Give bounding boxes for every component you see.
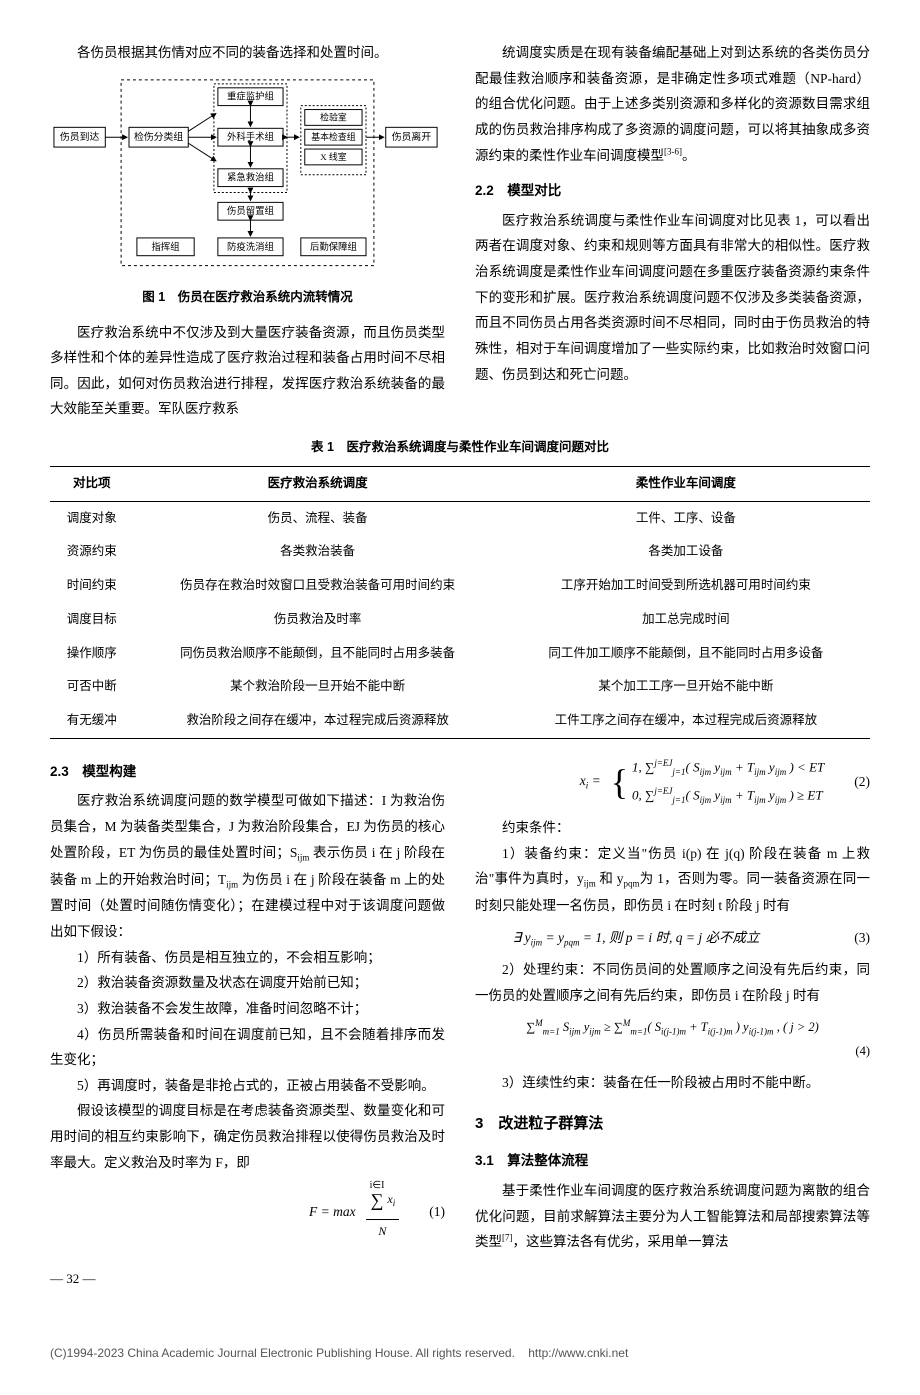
table-cell: 伤员存在救治时效窗口且受救治装备可用时间约束	[134, 569, 502, 603]
svg-text:检伤分类组: 检伤分类组	[134, 130, 183, 143]
table-cell: 工序开始加工时间受到所选机器可用时间约束	[502, 569, 870, 603]
table-row: 资源约束各类救治装备各类加工设备	[50, 535, 870, 569]
s23-para2: 假设该模型的调度目标是在考虑装备资源类型、数量变化和可用时间的相互约束影响下，确…	[50, 1098, 445, 1175]
section-2-2-title: 2.2 模型对比	[475, 178, 870, 204]
table-cell: 救治阶段之间存在缓冲，本过程完成后资源释放	[134, 704, 502, 738]
constraint-2: 2）处理约束：不同伤员间的处置顺序之间没有先后约束，同一伤员的处置顺序之间有先后…	[475, 957, 870, 1008]
table-cell: 调度目标	[50, 603, 134, 637]
svg-text:紧急救治组: 紧急救治组	[227, 171, 274, 183]
table-header: 对比项	[50, 466, 134, 501]
svg-text:伤员留置组: 伤员留置组	[227, 205, 274, 217]
svg-text:检验室: 检验室	[320, 111, 347, 122]
assumption-item: 1）所有装备、伤员是相互独立的，不会相互影响；	[50, 945, 445, 971]
s23-para1: 医疗救治系统调度问题的数学模型可做如下描述：I 为救治伤员集合，M 为装备类型集…	[50, 788, 445, 944]
right-column: 统调度实质是在现有装备编配基础上对到达系统的各类伤员分配最佳救治顺序和装备资源，…	[475, 40, 870, 422]
left-column: 各伤员根据其伤情对应不同的装备选择和处置时间。 伤员到达 检伤分类组	[50, 40, 445, 422]
right-para: 统调度实质是在现有装备编配基础上对到达系统的各类伤员分配最佳救治顺序和装备资源，…	[475, 40, 870, 168]
table-cell: 某个加工工序一旦开始不能中断	[502, 670, 870, 704]
table-cell: 各类救治装备	[134, 535, 502, 569]
assumption-item: 3）救治装备不会发生故障，准备时间忽略不计；	[50, 996, 445, 1022]
assumption-item: 4）伤员所需装备和时间在调度前已知，且不会随着排序而发生变化；	[50, 1022, 445, 1073]
table-cell: 同工件加工顺序不能颠倒，且不能同时占用多设备	[502, 637, 870, 671]
footer-text: (C)1994-2023 China Academic Journal Elec…	[50, 1346, 515, 1360]
table-cell: 各类加工设备	[502, 535, 870, 569]
constraint-1: 1）装备约束：定义当"伤员 i(p) 在 j(q) 阶段在装备 m 上救治"事件…	[475, 841, 870, 919]
table-cell: 伤员、流程、装备	[134, 501, 502, 535]
svg-text:防疫洗消组: 防疫洗消组	[227, 240, 274, 252]
bottom-left: 2.3 模型构建 医疗救治系统调度问题的数学模型可做如下描述：I 为救治伤员集合…	[50, 749, 445, 1292]
svg-text:伤员到达: 伤员到达	[60, 130, 100, 143]
assumption-item: 2）救治装备资源数量及状态在调度开始前已知；	[50, 970, 445, 996]
equation-4: ∑Mm=1 Sijm yijm ≥ ∑Mm=1( Si(j-1)m + Ti(j…	[475, 1015, 870, 1065]
comparison-table: 对比项 医疗救治系统调度 柔性作业车间调度 调度对象伤员、流程、装备工件、工序、…	[50, 466, 870, 739]
bottom-right: xi = { 1, ∑j=EJj=1( Sijm yijm + Tijm yij…	[475, 749, 870, 1292]
table-header-row: 对比项 医疗救治系统调度 柔性作业车间调度	[50, 466, 870, 501]
table-row: 时间约束伤员存在救治时效窗口且受救治装备可用时间约束工序开始加工时间受到所选机器…	[50, 569, 870, 603]
table-row: 调度对象伤员、流程、装备工件、工序、设备	[50, 501, 870, 535]
table-header: 柔性作业车间调度	[502, 466, 870, 501]
page-number: — 32 —	[50, 1267, 445, 1292]
section-3-1-title: 3.1 算法整体流程	[475, 1148, 870, 1174]
table-1-caption: 表 1 医疗救治系统调度与柔性作业车间调度问题对比	[50, 436, 870, 460]
page-footer: (C)1994-2023 China Academic Journal Elec…	[50, 1342, 870, 1365]
section-3-1-para: 基于柔性作业车间调度的医疗救治系统调度问题为离散的组合优化问题，目前求解算法主要…	[475, 1178, 870, 1255]
section-2-3-title: 2.3 模型构建	[50, 759, 445, 785]
section-2-2-para: 医疗救治系统调度与柔性作业车间调度对比见表 1，可以看出两者在调度对象、约束和规…	[475, 208, 870, 387]
table-cell: 操作顺序	[50, 637, 134, 671]
footer-link[interactable]: http://www.cnki.net	[528, 1346, 628, 1360]
table-cell: 资源约束	[50, 535, 134, 569]
svg-text:外科手术组: 外科手术组	[227, 131, 274, 143]
table-row: 调度目标伤员救治及时率加工总完成时间	[50, 603, 870, 637]
table-1: 表 1 医疗救治系统调度与柔性作业车间调度问题对比 对比项 医疗救治系统调度 柔…	[50, 436, 870, 739]
svg-text:后勤保障组: 后勤保障组	[310, 240, 357, 252]
svg-text:伤员离开: 伤员离开	[392, 130, 432, 143]
svg-text:基本检查组: 基本检查组	[311, 131, 355, 142]
equation-3: ∃ yijm = ypqm = 1, 则 p = i 时, q = j 必不成立…	[475, 925, 870, 952]
table-cell: 有无缓冲	[50, 704, 134, 738]
table-row: 有无缓冲救治阶段之间存在缓冲，本过程完成后资源释放工件工序之间存在缓冲，本过程完…	[50, 704, 870, 738]
flowchart-svg: 伤员到达 检伤分类组 重症监护组 外科手术组	[50, 74, 445, 272]
table-cell: 工件工序之间存在缓冲，本过程完成后资源释放	[502, 704, 870, 738]
equation-1: F = max i∈I∑ xi N (1)	[50, 1181, 445, 1243]
bottom-columns: 2.3 模型构建 医疗救治系统调度问题的数学模型可做如下描述：I 为救治伤员集合…	[50, 749, 870, 1292]
table-cell: 伤员救治及时率	[134, 603, 502, 637]
top-columns: 各伤员根据其伤情对应不同的装备选择和处置时间。 伤员到达 检伤分类组	[50, 40, 870, 422]
figure-1: 伤员到达 检伤分类组 重症监护组 外科手术组	[50, 74, 445, 280]
left-para2: 医疗救治系统中不仅涉及到大量医疗装备资源，而且伤员类型多样性和个体的差异性造成了…	[50, 320, 445, 423]
table-row: 操作顺序同伤员救治顺序不能颠倒，且不能同时占用多装备同工件加工顺序不能颠倒，且不…	[50, 637, 870, 671]
table-cell: 可否中断	[50, 670, 134, 704]
constraint-3: 3）连续性约束：装备在任一阶段被占用时不能中断。	[475, 1070, 870, 1096]
intro-para: 各伤员根据其伤情对应不同的装备选择和处置时间。	[50, 40, 445, 66]
equation-2: xi = { 1, ∑j=EJj=1( Sijm yijm + Tijm yij…	[475, 755, 870, 809]
table-cell: 同伤员救治顺序不能颠倒，且不能同时占用多装备	[134, 637, 502, 671]
svg-text:指挥组: 指挥组	[151, 240, 179, 252]
section-3-title: 3 改进粒子群算法	[475, 1110, 870, 1139]
table-cell: 某个救治阶段一旦开始不能中断	[134, 670, 502, 704]
assumption-item: 5）再调度时，装备是非抢占式的，正被占用装备不受影响。	[50, 1073, 445, 1099]
table-cell: 加工总完成时间	[502, 603, 870, 637]
table-row: 可否中断某个救治阶段一旦开始不能中断某个加工工序一旦开始不能中断	[50, 670, 870, 704]
table-cell: 调度对象	[50, 501, 134, 535]
constraints-label: 约束条件：	[475, 815, 870, 841]
table-cell: 工件、工序、设备	[502, 501, 870, 535]
svg-text:X 线室: X 线室	[320, 151, 347, 162]
svg-text:重症监护组: 重症监护组	[227, 90, 274, 102]
table-header: 医疗救治系统调度	[134, 466, 502, 501]
figure-1-caption: 图 1 伤员在医疗救治系统内流转情况	[50, 286, 445, 310]
table-cell: 时间约束	[50, 569, 134, 603]
